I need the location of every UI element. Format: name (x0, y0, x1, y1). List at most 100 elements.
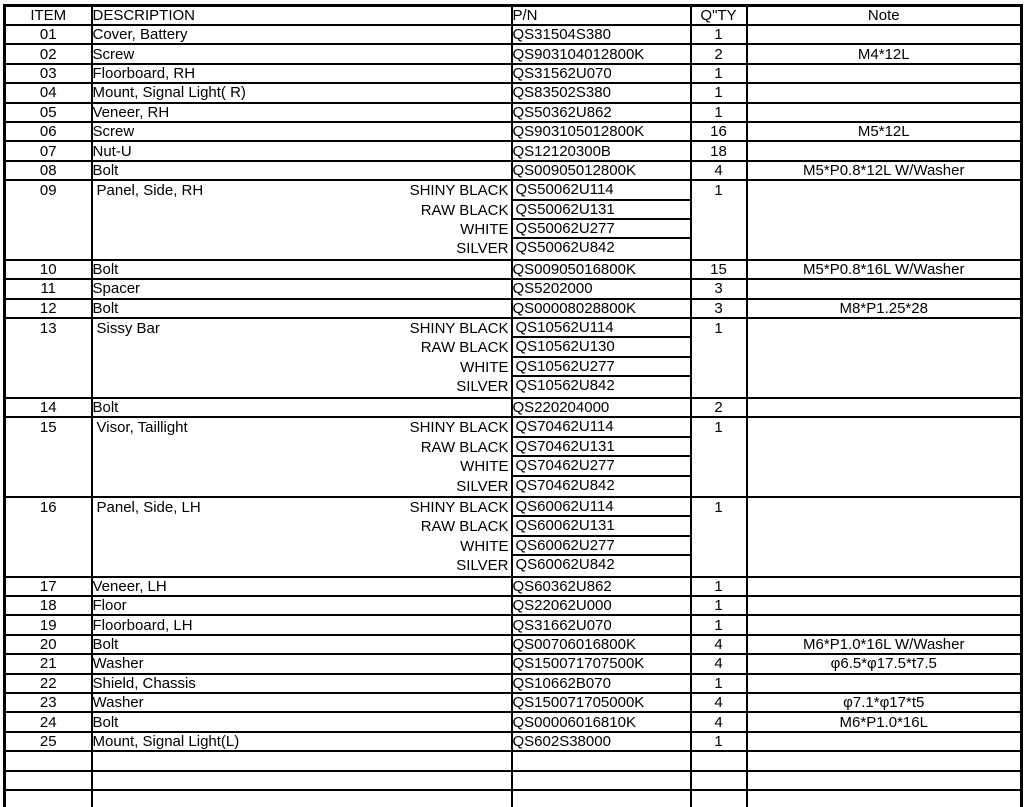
cell-description: Mount, Signal Light(L) (90, 730, 513, 753)
cell-qty: 1 (689, 614, 748, 636)
cell-item: 12 (3, 297, 93, 320)
table-row-item-07: 07 Nut-U QS12120300B 18 (3, 140, 1023, 162)
cell-note: M5*12L (745, 120, 1023, 143)
cell-pn: QS50062U114 QS50062U131 QS50062U277 QS50062… (510, 179, 692, 261)
description-variant-layout: Panel, Side, RH SHINY BLACK RAW BLACK WHITE… (94, 182, 510, 258)
color-option-label: SILVER (456, 477, 509, 495)
cell-qty: 4 (689, 692, 748, 714)
column-header-description: DESCRIPTION (90, 4, 513, 26)
cell-item (3, 769, 93, 792)
table-row-item-23: 23 Washer QS150071705000K 4 φ7.1*φ17*t5 (3, 692, 1023, 714)
cell-qty: 1 (689, 23, 748, 46)
cell-description: Bolt (90, 159, 513, 182)
cell-pn: QS903105012800K (510, 120, 692, 143)
cell-qty: 1 (689, 730, 748, 753)
cell-pn: QS00905016800K (510, 258, 692, 281)
cell-note (745, 101, 1023, 123)
table-row-item-19: 19 Floorboard, LH QS31662U070 1 (3, 614, 1023, 636)
cell-description: Screw (90, 120, 513, 143)
color-option-label: WHITE (460, 458, 509, 476)
description-text: Sissy Bar (96, 320, 160, 338)
cell-pn: QS150071707500K (510, 653, 692, 675)
cell-pn: QS31662U070 (510, 614, 692, 636)
cell-pn: QS22062U000 (510, 595, 692, 617)
table-row-item-14: 14 Bolt QS220204000 2 (3, 396, 1023, 419)
cell-description: Washer (90, 692, 513, 714)
table-row-item-18: 18 Floor QS22062U000 1 (3, 595, 1023, 617)
cell-note (745, 23, 1023, 46)
cell-pn: QS00006016810K (510, 711, 692, 733)
table-row-item-22: 22 Shield, Chassis QS10662B070 1 (3, 672, 1023, 695)
description-text: Visor, Taillight (96, 419, 188, 437)
color-option-label: SHINY BLACK (409, 320, 509, 338)
color-options: SHINY BLACK RAW BLACK WHITE SILVER (410, 499, 510, 575)
cell-description: Visor, Taillight SHINY BLACK RAW BLACK WHIT… (90, 416, 513, 498)
column-header-pn: P/N (510, 4, 692, 26)
cell-description: Floor (90, 595, 513, 617)
cell-qty: 18 (689, 140, 748, 162)
cell-qty: 15 (689, 258, 748, 281)
table-row-item-20: 20 Bolt QS00706016800K 4 M6*P1.0*16L W/Washe… (3, 633, 1023, 656)
cell-qty (689, 750, 748, 772)
cell-pn: QS10662B070 (510, 672, 692, 695)
color-option-label: SHINY BLACK (409, 182, 509, 200)
cell-item: 14 (3, 396, 93, 419)
cell-qty: 1 (689, 82, 748, 104)
variant-pn: QS10562U842 (515, 377, 615, 395)
variant-pn: QS50062U114 (513, 182, 689, 201)
cell-item: 05 (3, 101, 93, 123)
cell-pn: QS00905012800K (510, 159, 692, 182)
variant-pn: QS10562U277 (513, 358, 689, 378)
cell-pn: QS00008028800K (510, 297, 692, 320)
color-option-label: SILVER (456, 557, 509, 575)
cell-description: Panel, Side, LH SHINY BLACK RAW BLACK WHITE… (90, 495, 513, 578)
cell-pn: QS00706016800K (510, 633, 692, 656)
color-option-label: RAW BLACK (420, 518, 509, 536)
cell-item: 06 (3, 120, 93, 143)
column-header-qty: Q"TY (689, 4, 748, 26)
color-option-label: RAW BLACK (420, 438, 509, 456)
cell-item (3, 788, 93, 807)
variant-pn: QS60062U114 (513, 499, 689, 518)
cell-qty (689, 788, 748, 807)
cell-qty: 4 (689, 159, 748, 182)
cell-item: 23 (3, 692, 93, 714)
cell-qty: 3 (689, 297, 748, 320)
description-variant-layout: Sissy Bar SHINY BLACK RAW BLACK WHITE SILVER (94, 320, 510, 396)
cell-qty: 1 (689, 575, 748, 598)
cell-description: Bolt (90, 258, 513, 281)
cell-qty: 4 (689, 711, 748, 733)
variant-pn: QS60062U842 (515, 556, 615, 574)
cell-qty: 16 (689, 120, 748, 143)
table-row-item-13: 13 Sissy Bar SHINY BLACK RAW BLACK WHITE SILV… (3, 317, 1023, 399)
parts-table-body: 01 Cover, Battery QS31504S380 1 02 Screw QS903… (3, 23, 1023, 807)
cell-pn: QS70462U114 QS70462U131 QS70462U277 QS70462… (510, 416, 692, 498)
variant-pn: QS10562U114 (513, 320, 689, 339)
cell-pn: QS31504S380 (510, 23, 692, 46)
cell-description: Bolt (90, 297, 513, 320)
cell-item: 17 (3, 575, 93, 598)
cell-description (90, 769, 513, 792)
table-row-item-03: 03 Floorboard, RH QS31562U070 1 (3, 62, 1023, 85)
cell-description: Veneer, RH (90, 101, 513, 123)
cell-pn: QS5202000 (510, 278, 692, 300)
cell-item: 21 (3, 653, 93, 675)
color-options: SHINY BLACK RAW BLACK WHITE SILVER (409, 320, 510, 396)
color-option-label: WHITE (460, 537, 509, 555)
cell-item: 18 (3, 595, 93, 617)
color-option-label: SILVER (456, 240, 509, 258)
cell-note (745, 614, 1023, 636)
variant-pn: QS70462U114 (513, 419, 689, 438)
cell-qty: 4 (689, 653, 748, 675)
cell-note: φ6.5*φ17.5*t7.5 (745, 653, 1023, 675)
cell-description: Screw (90, 43, 513, 65)
cell-item: 09 (3, 179, 93, 261)
cell-note: M6*P1.0*16L W/Washer (745, 633, 1023, 656)
table-row-item-24: 24 Bolt QS00006016810K 4 M6*P1.0*16L (3, 711, 1023, 733)
cell-qty: 2 (689, 396, 748, 419)
cell-pn: QS12120300B (510, 140, 692, 162)
parts-table: ITEM DESCRIPTION P/N Q"TY Note 01 Cover, Batt… (3, 4, 1023, 807)
color-option-label: SILVER (456, 378, 509, 396)
table-row-item-06: 06 Screw QS903105012800K 16 M5*12L (3, 120, 1023, 143)
cell-note (745, 62, 1023, 85)
